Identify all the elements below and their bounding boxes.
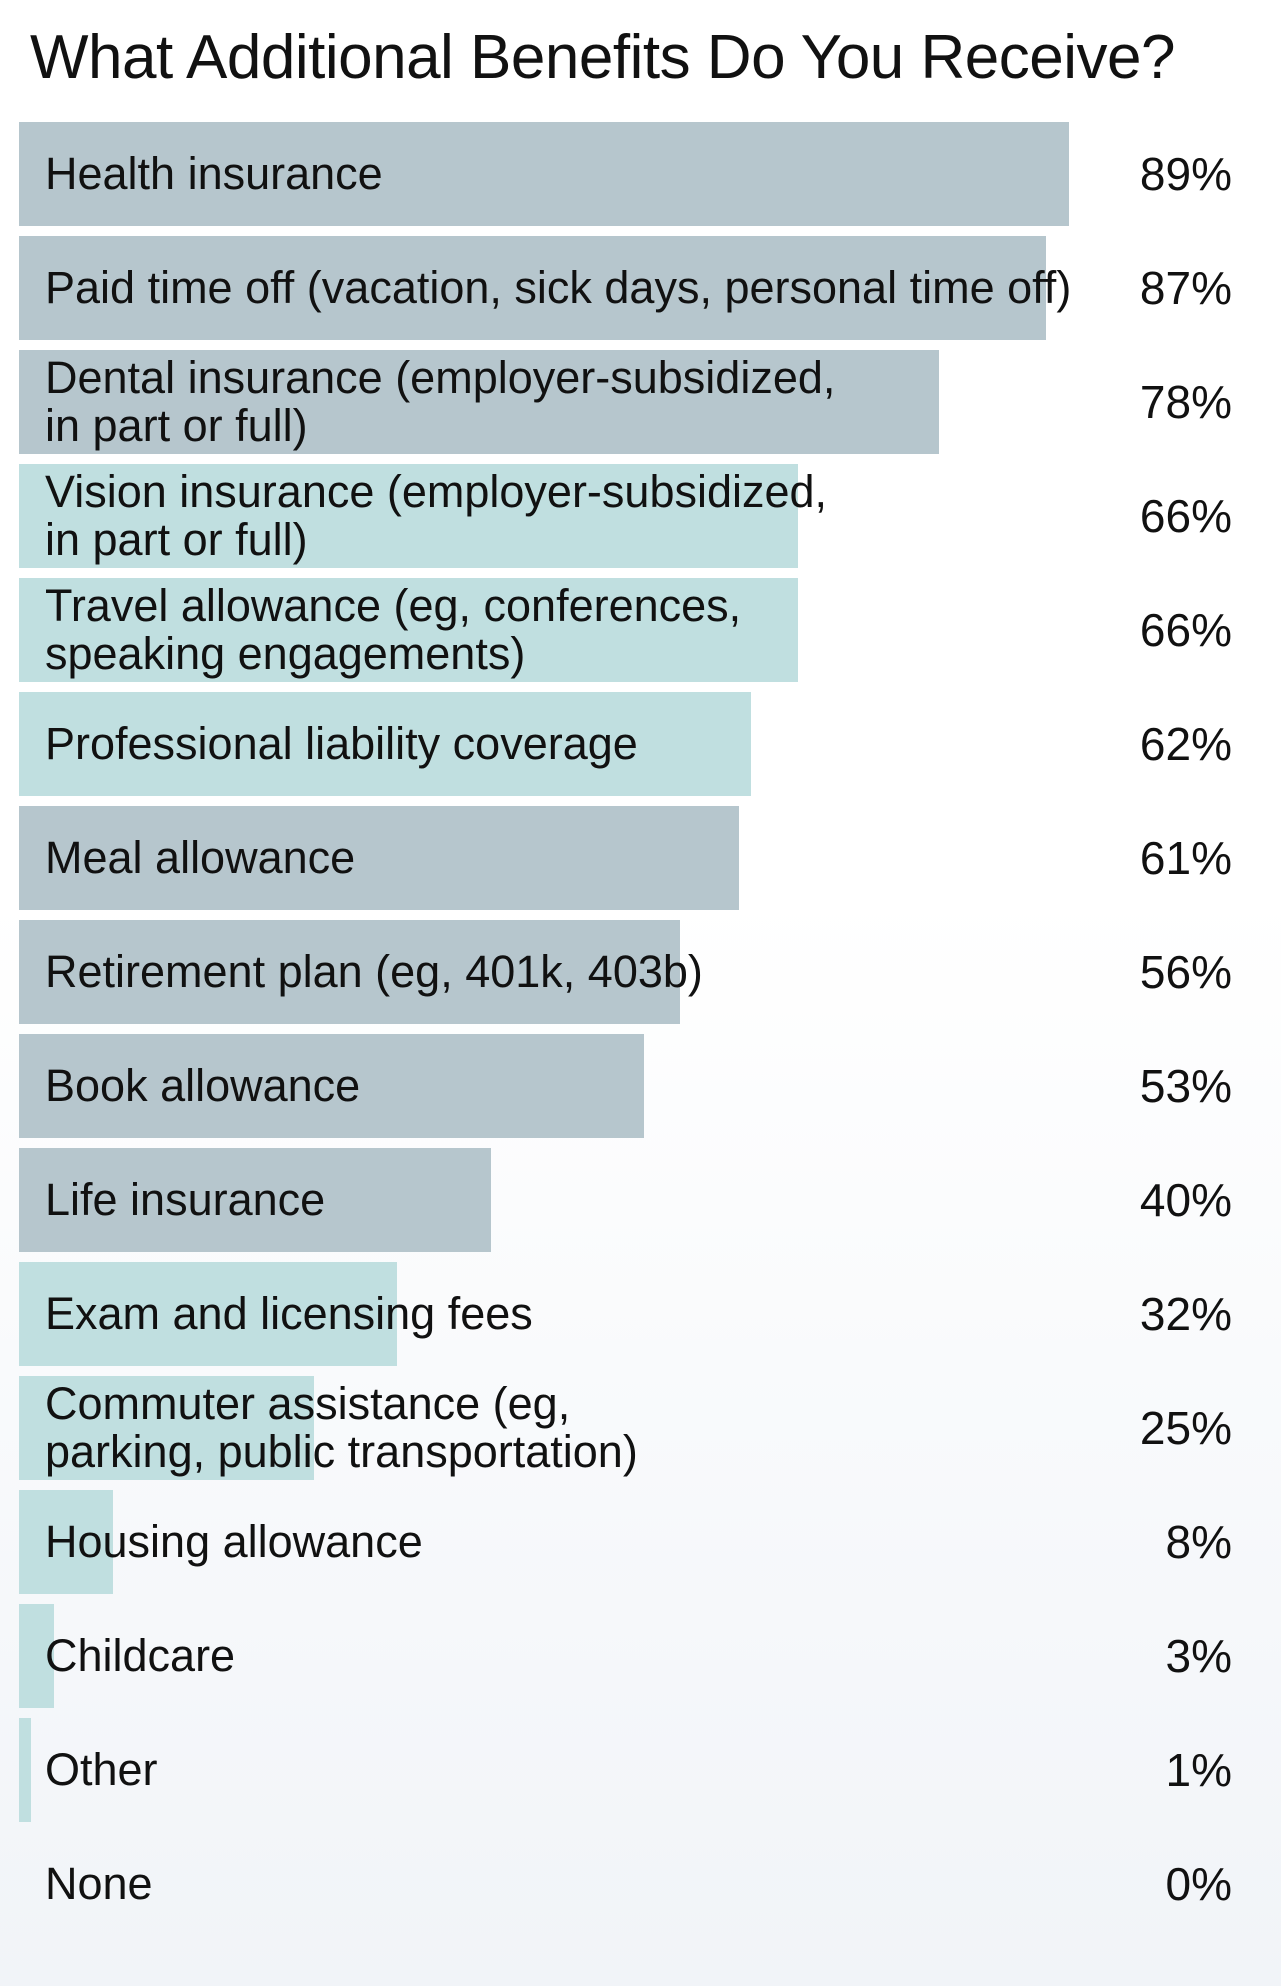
bar-row: Vision insurance (employer-subsidized, i… — [0, 464, 1281, 568]
category-label: Travel allowance (eg, conferences, speak… — [45, 580, 742, 679]
value-label: 89% — [1139, 148, 1232, 200]
bar-row: Childcare 3% — [0, 1604, 1281, 1708]
value-label: 56% — [1139, 946, 1232, 998]
value-label: 87% — [1139, 262, 1232, 314]
category-label: Commuter assistance (eg, parking, public… — [45, 1378, 638, 1477]
bar — [19, 1490, 114, 1594]
bar-row: Life insurance 40% — [0, 1148, 1281, 1252]
category-label: Housing allowance — [45, 1516, 423, 1567]
category-label: Childcare — [45, 1630, 236, 1681]
category-label: Meal allowance — [45, 832, 356, 883]
chart-title: What Additional Benefits Do You Receive? — [30, 23, 1175, 92]
value-label: 32% — [1139, 1288, 1232, 1340]
category-label: Dental insurance (employer-subsidized, i… — [45, 352, 836, 451]
value-label: 1% — [1165, 1744, 1232, 1796]
bar — [19, 122, 1070, 226]
value-label: 3% — [1165, 1630, 1232, 1682]
value-label: 8% — [1165, 1516, 1232, 1568]
category-label: None — [45, 1858, 153, 1909]
bar-row: Commuter assistance (eg, parking, public… — [0, 1376, 1281, 1480]
value-label: 66% — [1139, 490, 1232, 542]
value-label: 78% — [1139, 376, 1232, 428]
bar-row: None 0% — [0, 1832, 1281, 1936]
bar-row: Dental insurance (employer-subsidized, i… — [0, 350, 1281, 454]
value-label: 62% — [1139, 718, 1232, 770]
bar — [19, 692, 751, 796]
bar-row: Health insurance 89% — [0, 122, 1281, 226]
category-label: Professional liability coverage — [45, 718, 638, 769]
bar — [19, 1604, 55, 1708]
category-label: Life insurance — [45, 1174, 326, 1225]
bar — [19, 578, 798, 682]
category-label: Retirement plan (eg, 401k, 403b) — [45, 946, 703, 997]
category-label: Health insurance — [45, 148, 383, 199]
bar-row: Exam and licensing fees 32% — [0, 1262, 1281, 1366]
bar — [19, 350, 940, 454]
value-label: 53% — [1139, 1060, 1232, 1112]
value-label: 61% — [1139, 832, 1232, 884]
value-label: 66% — [1139, 604, 1232, 656]
bar — [19, 236, 1046, 340]
bar — [19, 1376, 314, 1480]
bar — [19, 1034, 645, 1138]
bar — [19, 1148, 491, 1252]
bar — [19, 1718, 31, 1822]
bar-row: Travel allowance (eg, conferences, speak… — [0, 578, 1281, 682]
bar-row: Retirement plan (eg, 401k, 403b) 56% — [0, 920, 1281, 1024]
bar-row: Paid time off (vacation, sick days, pers… — [0, 236, 1281, 340]
value-label: 25% — [1139, 1402, 1232, 1454]
bar — [19, 464, 798, 568]
category-label: Exam and licensing fees — [45, 1288, 533, 1339]
category-label: Paid time off (vacation, sick days, pers… — [45, 262, 1072, 313]
bar-row: Meal allowance 61% — [0, 806, 1281, 910]
bar — [19, 806, 739, 910]
bar-row: Professional liability coverage 62% — [0, 692, 1281, 796]
value-label: 0% — [1165, 1858, 1232, 1910]
bar-row: Book allowance 53% — [0, 1034, 1281, 1138]
category-label: Vision insurance (employer-subsidized, i… — [45, 466, 828, 565]
value-label: 40% — [1139, 1174, 1232, 1226]
bar — [19, 920, 680, 1024]
bar — [19, 1262, 397, 1366]
category-label: Other — [45, 1744, 158, 1795]
bar-row: Housing allowance 8% — [0, 1490, 1281, 1594]
bar-row: Other 1% — [0, 1718, 1281, 1822]
category-label: Book allowance — [45, 1060, 361, 1111]
